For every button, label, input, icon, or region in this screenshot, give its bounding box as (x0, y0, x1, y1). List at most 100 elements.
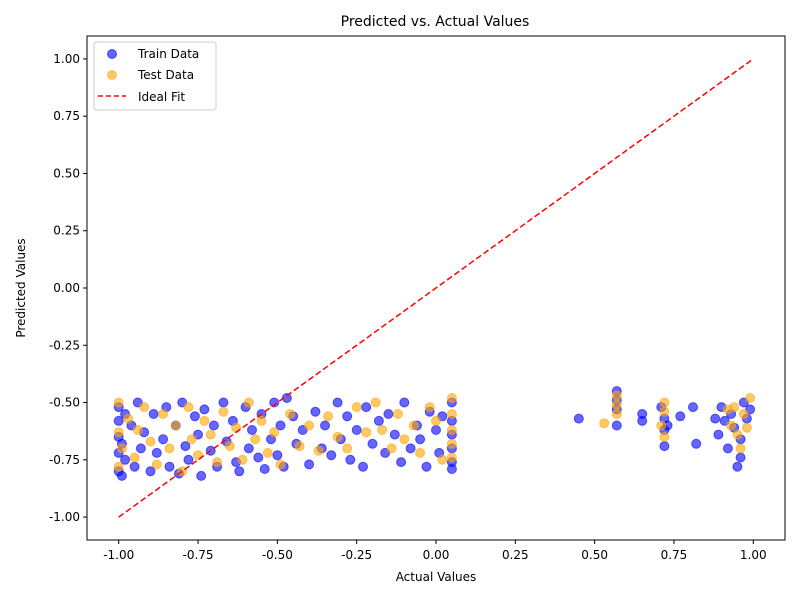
data-point (148, 409, 159, 419)
plot-area (113, 58, 756, 518)
data-point (691, 438, 702, 449)
data-point (313, 445, 324, 456)
data-point (212, 457, 223, 468)
data-point (205, 429, 216, 440)
x-tick-label: 0.50 (581, 548, 608, 562)
data-point (294, 441, 305, 452)
legend-train-marker (107, 49, 117, 59)
data-point (234, 466, 245, 477)
data-point (383, 409, 394, 419)
data-point (611, 399, 622, 410)
data-point (367, 438, 378, 449)
data-point (123, 413, 134, 424)
data-point (145, 466, 156, 477)
data-point (722, 443, 733, 454)
data-point (659, 397, 670, 408)
y-axis-label: Predicted Values (14, 238, 28, 337)
data-point (275, 420, 286, 431)
legend-test-marker (107, 70, 117, 80)
data-point (726, 420, 737, 431)
data-point (253, 452, 264, 463)
data-point (656, 420, 667, 431)
x-tick-label: -1.00 (103, 548, 134, 562)
data-point (310, 406, 321, 417)
data-point (275, 459, 286, 470)
data-point (218, 397, 229, 408)
chart-title: Predicted vs. Actual Values (341, 14, 530, 30)
data-point (351, 425, 362, 435)
data-point (218, 406, 229, 417)
data-point (272, 450, 283, 461)
x-axis-label: Actual Values (396, 570, 477, 584)
data-point (151, 459, 162, 470)
data-point (729, 402, 740, 413)
data-point (399, 434, 410, 445)
data-point (259, 464, 270, 474)
data-point (392, 409, 403, 419)
data-point (361, 427, 372, 438)
data-point (741, 422, 752, 433)
data-point (116, 470, 127, 481)
data-point (373, 415, 384, 426)
y-tick-label: -0.25 (49, 338, 80, 352)
data-point (659, 406, 670, 417)
data-point (113, 397, 124, 408)
data-point (659, 441, 670, 452)
data-point (113, 461, 124, 472)
data-point (208, 420, 219, 431)
data-point (151, 447, 162, 458)
data-point (377, 425, 388, 435)
data-point (224, 441, 235, 452)
data-point (735, 452, 746, 463)
y-tick-label: -0.50 (49, 396, 80, 410)
data-point (189, 411, 200, 422)
y-tick-label: -0.75 (49, 453, 80, 467)
data-point (611, 390, 622, 401)
x-tick-label: 0.00 (423, 548, 450, 562)
data-point (120, 454, 131, 465)
data-point (399, 397, 410, 408)
data-point (116, 443, 127, 454)
data-point (415, 434, 426, 445)
x-tick-label: -0.75 (183, 548, 214, 562)
data-point (345, 454, 356, 465)
data-point (421, 461, 432, 472)
data-point (342, 443, 353, 454)
data-point (332, 397, 343, 408)
data-point (573, 413, 584, 424)
data-point (135, 443, 146, 454)
y-tick-label: 0.00 (53, 281, 80, 295)
data-point (361, 402, 372, 413)
legend-box (93, 41, 217, 111)
data-point (183, 454, 194, 465)
data-point (113, 427, 124, 438)
data-point (745, 393, 756, 403)
data-point (611, 420, 622, 431)
data-point (431, 415, 441, 426)
data-point (332, 431, 343, 442)
data-point (370, 397, 381, 408)
data-point (183, 402, 194, 413)
x-tick-label: -0.25 (341, 548, 372, 562)
data-point (247, 425, 257, 435)
data-point (304, 420, 315, 431)
data-point (129, 461, 140, 472)
data-point (129, 452, 140, 463)
data-point (446, 438, 457, 449)
y-tick-label: 0.50 (53, 166, 80, 180)
y-tick-label: 0.25 (53, 224, 80, 238)
data-point (164, 443, 175, 454)
data-point (431, 425, 441, 435)
data-point (158, 409, 169, 419)
data-point (389, 429, 400, 440)
data-point (164, 461, 175, 472)
data-point (243, 443, 254, 454)
legend: Train Data Test Data Ideal Fit (93, 41, 217, 111)
data-point (237, 454, 248, 465)
data-point (158, 434, 169, 445)
data-point (599, 418, 610, 429)
data-point (256, 415, 267, 426)
x-tick-label: 0.25 (502, 548, 529, 562)
data-point (351, 402, 362, 413)
